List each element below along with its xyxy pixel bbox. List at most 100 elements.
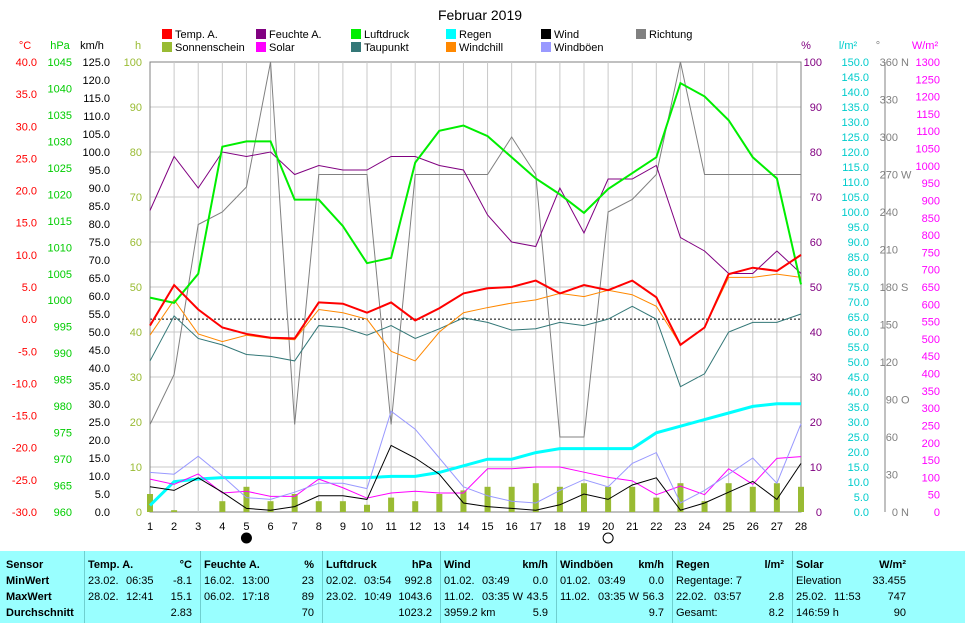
series-luftdruck bbox=[149, 81, 802, 304]
x-tick-label: 21 bbox=[626, 521, 638, 533]
rain-tick-label: 5.0 bbox=[854, 492, 869, 504]
wind-tick-label: 20.0 bbox=[89, 435, 110, 447]
rain-tick-label: 40.0 bbox=[848, 387, 869, 399]
cell-date: 06.02. bbox=[204, 591, 235, 603]
solar-tick-label: 350 bbox=[922, 386, 940, 398]
press-tick-label: 970 bbox=[54, 454, 72, 466]
x-tick-label: 26 bbox=[747, 521, 759, 533]
legend-label: Richtung bbox=[649, 29, 692, 41]
x-tick-label: 28 bbox=[795, 521, 807, 533]
compass-label: S bbox=[901, 282, 908, 294]
wind-tick-label: 15.0 bbox=[89, 453, 110, 465]
press-tick-label: 1025 bbox=[48, 163, 72, 175]
x-tick-label: 24 bbox=[698, 521, 710, 533]
cell-date: 28.02. bbox=[88, 591, 119, 603]
wind-tick-label: 55.0 bbox=[89, 309, 110, 321]
temp-tick-label: -15.0 bbox=[12, 411, 37, 423]
wind-tick-label: 90.0 bbox=[89, 183, 110, 195]
table-column-divider bbox=[556, 551, 557, 623]
hum-tick-label: 30 bbox=[810, 372, 822, 384]
rain-tick-label: 50.0 bbox=[848, 357, 869, 369]
dir-axis-unit: ° bbox=[876, 40, 880, 52]
press-tick-label: 965 bbox=[54, 481, 72, 493]
rain-tick-label: 130.0 bbox=[841, 117, 869, 129]
rain-line bbox=[148, 402, 801, 507]
cell-time: 03:54 bbox=[364, 575, 392, 587]
temp-tick-label: -20.0 bbox=[12, 443, 37, 455]
legend-swatch bbox=[351, 29, 361, 39]
cell-value: 0.0 bbox=[532, 575, 548, 587]
cell-date: 22.02. bbox=[676, 591, 707, 603]
cell-date: 16.02. bbox=[204, 575, 235, 587]
column-unit: % bbox=[304, 559, 314, 571]
sun-tick-label: 100 bbox=[124, 57, 142, 69]
statistics-table: Sensor MinWert MaxWert Durchschnitt Temp. A.… bbox=[0, 551, 965, 623]
rain-tick-label: 35.0 bbox=[848, 402, 869, 414]
solar-tick-label: 50 bbox=[928, 490, 940, 502]
hum-axis-unit: % bbox=[801, 40, 811, 52]
solar-tick-label: 1200 bbox=[916, 92, 940, 104]
rain-tick-label: 140.0 bbox=[841, 87, 869, 99]
press-tick-label: 1010 bbox=[48, 242, 72, 254]
wind-tick-label: 10.0 bbox=[89, 471, 110, 483]
sunshine-bar bbox=[243, 486, 250, 512]
wind-tick-label: 105.0 bbox=[82, 129, 110, 141]
bars bbox=[147, 402, 804, 512]
sunshine-bar bbox=[436, 494, 443, 512]
rain-tick-label: 120.0 bbox=[841, 147, 869, 159]
press-tick-label: 1005 bbox=[48, 269, 72, 281]
sunshine-bar bbox=[725, 483, 732, 512]
solar-tick-label: 200 bbox=[922, 438, 940, 450]
solar-tick-label: 600 bbox=[922, 299, 940, 311]
hum-tick-label: 0 bbox=[816, 507, 822, 519]
hum-tick-label: 90 bbox=[810, 102, 822, 114]
press-tick-label: 1020 bbox=[48, 189, 72, 201]
wind-tick-label: 5.0 bbox=[95, 489, 110, 501]
dir-tick-label: 300 bbox=[880, 132, 898, 144]
legend-label: Luftdruck bbox=[364, 29, 410, 41]
sun-tick-label: 80 bbox=[130, 147, 142, 159]
solar-tick-label: 450 bbox=[922, 351, 940, 363]
legend-label: Wind bbox=[554, 29, 579, 41]
cell-value: 89 bbox=[301, 591, 314, 603]
solar-tick-label: 750 bbox=[922, 247, 940, 259]
x-tick-label: 27 bbox=[771, 521, 783, 533]
x-tick-label: 6 bbox=[267, 521, 273, 533]
wind-tick-label: 80.0 bbox=[89, 219, 110, 231]
rain-tick-label: 85.0 bbox=[848, 252, 869, 264]
sunshine-bar bbox=[484, 486, 491, 512]
cell-value: 747 bbox=[887, 591, 906, 603]
x-tick-label: 4 bbox=[219, 521, 225, 533]
sensor-label: Sensor bbox=[6, 559, 44, 571]
sun-axis-unit: h bbox=[135, 40, 141, 52]
legend-swatch bbox=[162, 42, 172, 52]
legend-swatch bbox=[636, 29, 646, 39]
rain-tick-label: 65.0 bbox=[848, 312, 869, 324]
sunshine-bar bbox=[171, 510, 178, 512]
sunshine-bar bbox=[147, 494, 153, 512]
x-tick-label: 1 bbox=[147, 521, 153, 533]
column-unit: l/m² bbox=[764, 559, 784, 571]
cell-date: 3959.2 km bbox=[444, 607, 496, 619]
x-tick-label: 15 bbox=[481, 521, 493, 533]
compass-label: O bbox=[901, 395, 910, 407]
dir-tick-label: 60 bbox=[886, 432, 898, 444]
cell-time: 13:00 bbox=[242, 575, 270, 587]
table-column-divider bbox=[200, 551, 201, 623]
legend: Temp. A.Sonnenschein Feuchte A.Solar Luftd… bbox=[162, 29, 692, 54]
rain-tick-label: 70.0 bbox=[848, 297, 869, 309]
wind-axis-unit: km/h bbox=[80, 40, 104, 52]
sunshine-bar bbox=[219, 501, 226, 512]
cell-value: 56.3 bbox=[642, 591, 664, 603]
sunshine-bar bbox=[508, 486, 515, 512]
press-tick-label: 1045 bbox=[48, 57, 72, 69]
wind-tick-label: 0.0 bbox=[95, 507, 110, 519]
column-header: Temp. A. bbox=[88, 559, 134, 571]
solar-tick-label: 1300 bbox=[916, 57, 940, 69]
temp-tick-label: -5.0 bbox=[18, 346, 37, 358]
sunshine-bar bbox=[701, 501, 708, 512]
sun-tick-label: 60 bbox=[130, 237, 142, 249]
x-tick-label: 10 bbox=[361, 521, 373, 533]
wind-tick-label: 115.0 bbox=[83, 93, 110, 105]
rain-tick-label: 20.0 bbox=[848, 447, 869, 459]
